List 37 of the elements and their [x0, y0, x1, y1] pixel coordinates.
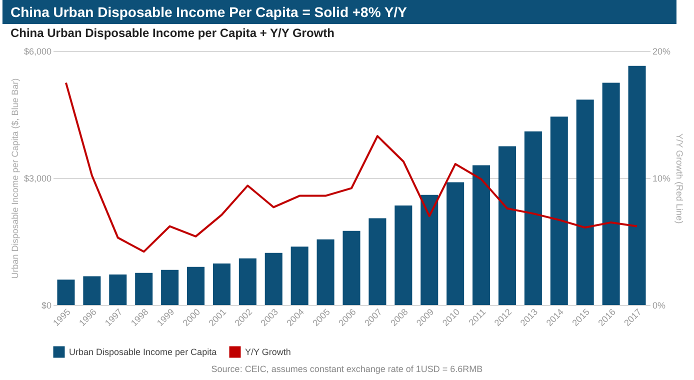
bar — [446, 182, 464, 305]
y2-tick-label: 0% — [652, 300, 666, 310]
bar — [109, 274, 127, 305]
bar — [602, 82, 620, 305]
bar — [368, 218, 386, 305]
bar — [524, 131, 542, 305]
bar — [420, 194, 438, 305]
legend-label: Urban Disposable Income per Capita — [69, 347, 217, 357]
bar — [550, 116, 568, 305]
source-note: Source: CEIC, assumes constant exchange rate of 1USD = 6.6RMB — [210, 364, 484, 376]
bar — [290, 246, 308, 305]
y2-tick-label: 20% — [652, 46, 671, 56]
y-tick-label: $0 — [41, 300, 52, 310]
bar — [342, 230, 360, 305]
y-tick-label: $6,000 — [24, 46, 52, 56]
y-axis-title: Urban Disposable Income per Capita ($, Blue Bar) — [10, 78, 20, 279]
chart-title: China Urban Disposable Income Per Capita = Solid +8% Y/Y — [10, 4, 408, 20]
bar — [57, 280, 75, 305]
bar — [472, 165, 490, 305]
bar — [161, 270, 179, 305]
y2-tick-label: 10% — [652, 174, 671, 184]
bar — [238, 258, 256, 305]
bar — [135, 272, 153, 305]
bar — [628, 66, 646, 305]
bar — [498, 146, 516, 305]
bar — [187, 266, 205, 305]
chart-subtitle: China Urban Disposable Income per Capita + Y/Y Growth — [10, 26, 334, 40]
bar — [83, 276, 101, 305]
bar — [316, 239, 334, 305]
y2-axis-title: Y/Y Growth (Red Line) — [674, 133, 685, 224]
bar — [576, 100, 594, 305]
legend-label: Y/Y Growth — [245, 347, 291, 357]
bar — [212, 264, 230, 305]
y-tick-label: $3,000 — [24, 174, 52, 184]
line-series — [64, 82, 638, 253]
bar — [264, 252, 282, 305]
bar — [394, 206, 412, 305]
